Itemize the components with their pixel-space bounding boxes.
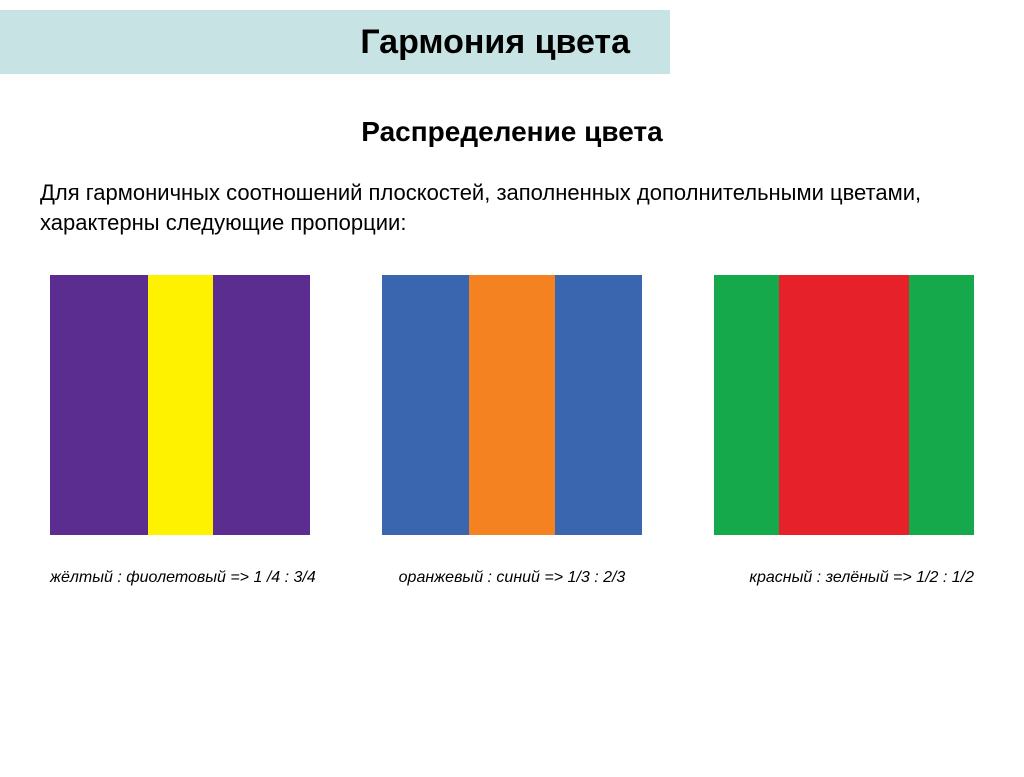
stripe — [469, 275, 556, 535]
stripe — [909, 275, 974, 535]
caption-row: жёлтый : фиолетовый => 1 /4 : 3/4 оранже… — [50, 569, 974, 587]
swatch-block-0 — [50, 275, 310, 535]
swatch-block-1 — [382, 275, 642, 535]
stripe — [555, 275, 642, 535]
stripe — [213, 275, 311, 535]
swatch-1 — [382, 275, 642, 535]
caption-0: жёлтый : фиолетовый => 1 /4 : 3/4 — [50, 569, 355, 587]
swatch-2 — [714, 275, 974, 535]
description: Для гармоничных соотношений плоскостей, … — [40, 178, 984, 237]
swatch-row — [50, 275, 974, 535]
stripe — [714, 275, 779, 535]
page-title: Гармония цвета — [360, 23, 630, 62]
swatch-block-2 — [714, 275, 974, 535]
caption-2: красный : зелёный => 1/2 : 1/2 — [669, 569, 974, 587]
caption-1: оранжевый : синий => 1/3 : 2/3 — [360, 569, 665, 587]
stripe — [779, 275, 909, 535]
subtitle: Распределение цвета — [0, 116, 1024, 148]
stripe — [148, 275, 213, 535]
title-bar: Гармония цвета — [0, 10, 670, 74]
swatch-0 — [50, 275, 310, 535]
stripe — [50, 275, 148, 535]
stripe — [382, 275, 469, 535]
